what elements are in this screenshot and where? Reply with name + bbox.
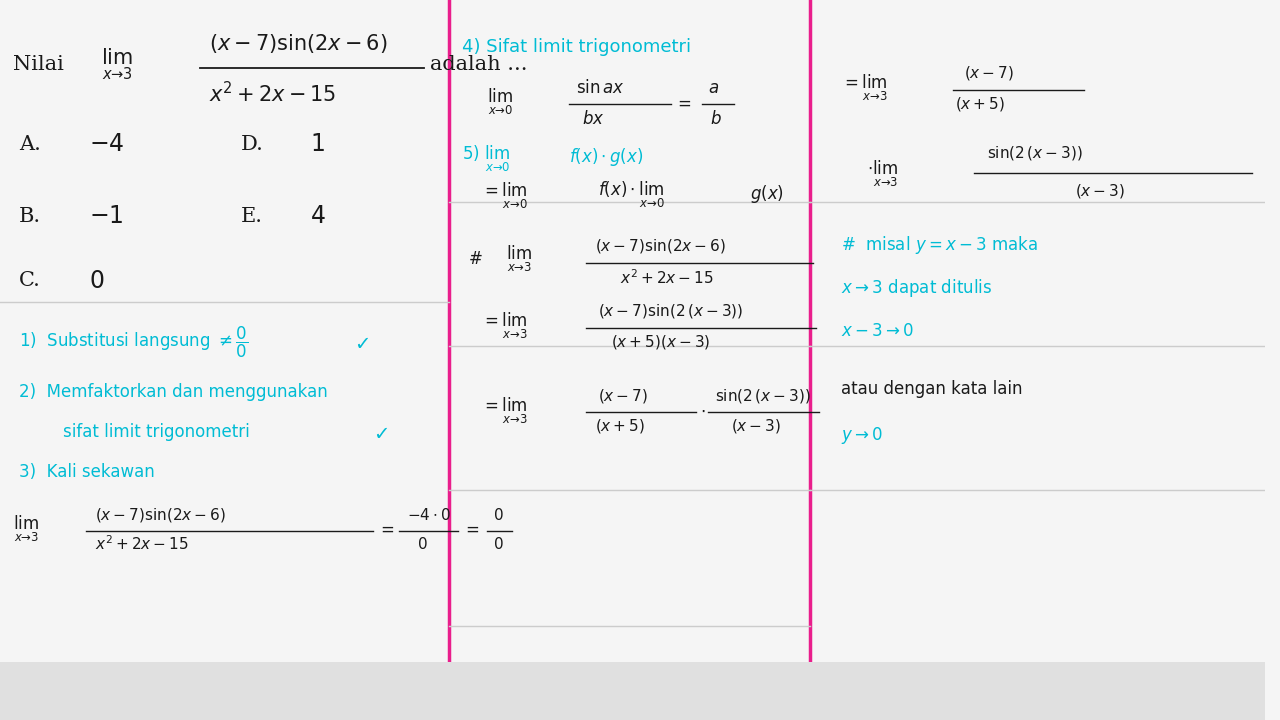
Text: $b$: $b$ bbox=[709, 110, 722, 128]
Text: $\#$: $\#$ bbox=[468, 251, 483, 269]
Text: atau dengan kata lain: atau dengan kata lain bbox=[841, 380, 1023, 397]
Text: $\cdot \lim_{x \to 3}$: $\cdot \lim_{x \to 3}$ bbox=[867, 159, 899, 189]
Text: $x^2+2x-15$: $x^2+2x-15$ bbox=[95, 534, 188, 553]
Text: $(x-7)\sin(2x-6)$: $(x-7)\sin(2x-6)$ bbox=[595, 238, 726, 256]
Text: $1$: $1$ bbox=[310, 132, 325, 156]
Text: $=$: $=$ bbox=[675, 94, 691, 112]
Text: co: co bbox=[38, 680, 63, 699]
Text: B.: B. bbox=[19, 207, 41, 225]
Text: $bx$: $bx$ bbox=[582, 110, 604, 128]
Text: 5) $\lim_{x \to 0}$: 5) $\lim_{x \to 0}$ bbox=[462, 143, 511, 174]
Text: 3)  Kali sekawan: 3) Kali sekawan bbox=[19, 463, 155, 481]
Text: $\lim_{x \to 0}$: $\lim_{x \to 0}$ bbox=[488, 87, 513, 117]
Text: @colearn.id: @colearn.id bbox=[1189, 683, 1263, 696]
Text: $= \lim_{x \to 3}$: $= \lim_{x \to 3}$ bbox=[481, 395, 527, 426]
Text: A.: A. bbox=[19, 135, 41, 153]
Text: $(x-7)$: $(x-7)$ bbox=[599, 387, 649, 405]
Text: E.: E. bbox=[241, 207, 262, 225]
Text: $-4$: $-4$ bbox=[88, 132, 124, 156]
Text: 4) Sifat limit trigonometri: 4) Sifat limit trigonometri bbox=[462, 38, 691, 56]
Text: $= \lim_{x \to 3}$: $= \lim_{x \to 3}$ bbox=[481, 310, 527, 341]
Text: $(x-7)\sin(2x-6)$: $(x-7)\sin(2x-6)$ bbox=[95, 506, 225, 524]
Text: $\sin ax$: $\sin ax$ bbox=[576, 79, 625, 97]
Text: $f(x) \cdot \lim_{x \to 0}$: $f(x) \cdot \lim_{x \to 0}$ bbox=[599, 179, 666, 210]
Text: C.: C. bbox=[19, 271, 41, 290]
Text: Nilai: Nilai bbox=[13, 55, 64, 74]
Text: $0$: $0$ bbox=[493, 536, 504, 552]
Text: sifat limit trigonometri: sifat limit trigonometri bbox=[63, 423, 250, 441]
Text: $(x+5)$: $(x+5)$ bbox=[955, 96, 1005, 114]
Text: $\sin(2\,(x-3))$: $\sin(2\,(x-3))$ bbox=[714, 387, 810, 405]
Text: $x^2+2x-15$: $x^2+2x-15$ bbox=[209, 81, 337, 107]
Text: $x \to 3$ dapat ditulis: $x \to 3$ dapat ditulis bbox=[841, 277, 992, 299]
Text: adalah ...: adalah ... bbox=[430, 55, 527, 74]
Text: f: f bbox=[1071, 683, 1092, 696]
Text: $\lim_{x \to 3}$: $\lim_{x \to 3}$ bbox=[13, 514, 38, 544]
FancyBboxPatch shape bbox=[0, 662, 1265, 720]
Text: $f(x) \cdot g(x)$: $f(x) \cdot g(x)$ bbox=[570, 146, 644, 168]
Text: $=$: $=$ bbox=[378, 520, 394, 539]
Text: $0$: $0$ bbox=[493, 507, 504, 523]
Text: O: O bbox=[1107, 683, 1133, 696]
Text: $a$: $a$ bbox=[709, 79, 719, 97]
Text: D.: D. bbox=[241, 135, 264, 153]
Text: 2)  Memfaktorkan dan menggunakan: 2) Memfaktorkan dan menggunakan bbox=[19, 383, 328, 402]
Text: $\#$  misal $y = x-3$ maka: $\#$ misal $y = x-3$ maka bbox=[841, 234, 1038, 256]
Text: $(x-3)$: $(x-3)$ bbox=[1075, 182, 1125, 200]
Text: $\checkmark$: $\checkmark$ bbox=[355, 333, 369, 351]
Text: $= \lim_{x \to 0}$: $= \lim_{x \to 0}$ bbox=[481, 181, 527, 211]
Text: $\lim_{x \to 3}$: $\lim_{x \to 3}$ bbox=[101, 48, 133, 82]
Text: $\sin(2\,(x-3))$: $\sin(2\,(x-3))$ bbox=[987, 144, 1083, 162]
Text: learn: learn bbox=[82, 680, 138, 699]
Text: 1)  Substitusi langsung $\neq \dfrac{0}{0}$: 1) Substitusi langsung $\neq \dfrac{0}{0… bbox=[19, 325, 248, 359]
Text: d: d bbox=[1146, 683, 1170, 696]
Text: $0$: $0$ bbox=[417, 536, 428, 552]
Text: $(x+5)$: $(x+5)$ bbox=[595, 418, 645, 435]
Text: $g(x)$: $g(x)$ bbox=[750, 184, 785, 205]
Text: $4$: $4$ bbox=[310, 204, 325, 228]
Text: $\lim_{x \to 3}$: $\lim_{x \to 3}$ bbox=[506, 244, 532, 274]
Text: $y \to 0$: $y \to 0$ bbox=[841, 425, 883, 446]
Text: $\checkmark$: $\checkmark$ bbox=[374, 423, 388, 441]
Text: $\cdot$: $\cdot$ bbox=[700, 402, 705, 419]
Text: $= \lim_{x \to 3}$: $= \lim_{x \to 3}$ bbox=[841, 73, 888, 103]
Text: $(x+5)(x-3)$: $(x+5)(x-3)$ bbox=[611, 333, 710, 351]
Text: $-1$: $-1$ bbox=[88, 204, 123, 228]
Text: $(x-3)$: $(x-3)$ bbox=[731, 418, 781, 435]
Text: $(x-7)\sin(2x-6)$: $(x-7)\sin(2x-6)$ bbox=[209, 32, 388, 55]
Text: $x^2+2x-15$: $x^2+2x-15$ bbox=[620, 268, 713, 287]
Text: $=$: $=$ bbox=[462, 520, 479, 539]
Text: www.colearn.id: www.colearn.id bbox=[886, 683, 980, 696]
Text: $(x-7)\sin(2\,(x-3))$: $(x-7)\sin(2\,(x-3))$ bbox=[599, 302, 744, 320]
Text: $x - 3 \to 0$: $x - 3 \to 0$ bbox=[841, 323, 914, 341]
Text: $0$: $0$ bbox=[88, 269, 104, 293]
Text: $(x-7)$: $(x-7)$ bbox=[964, 65, 1014, 83]
Text: $-4 \cdot 0$: $-4 \cdot 0$ bbox=[407, 507, 452, 523]
